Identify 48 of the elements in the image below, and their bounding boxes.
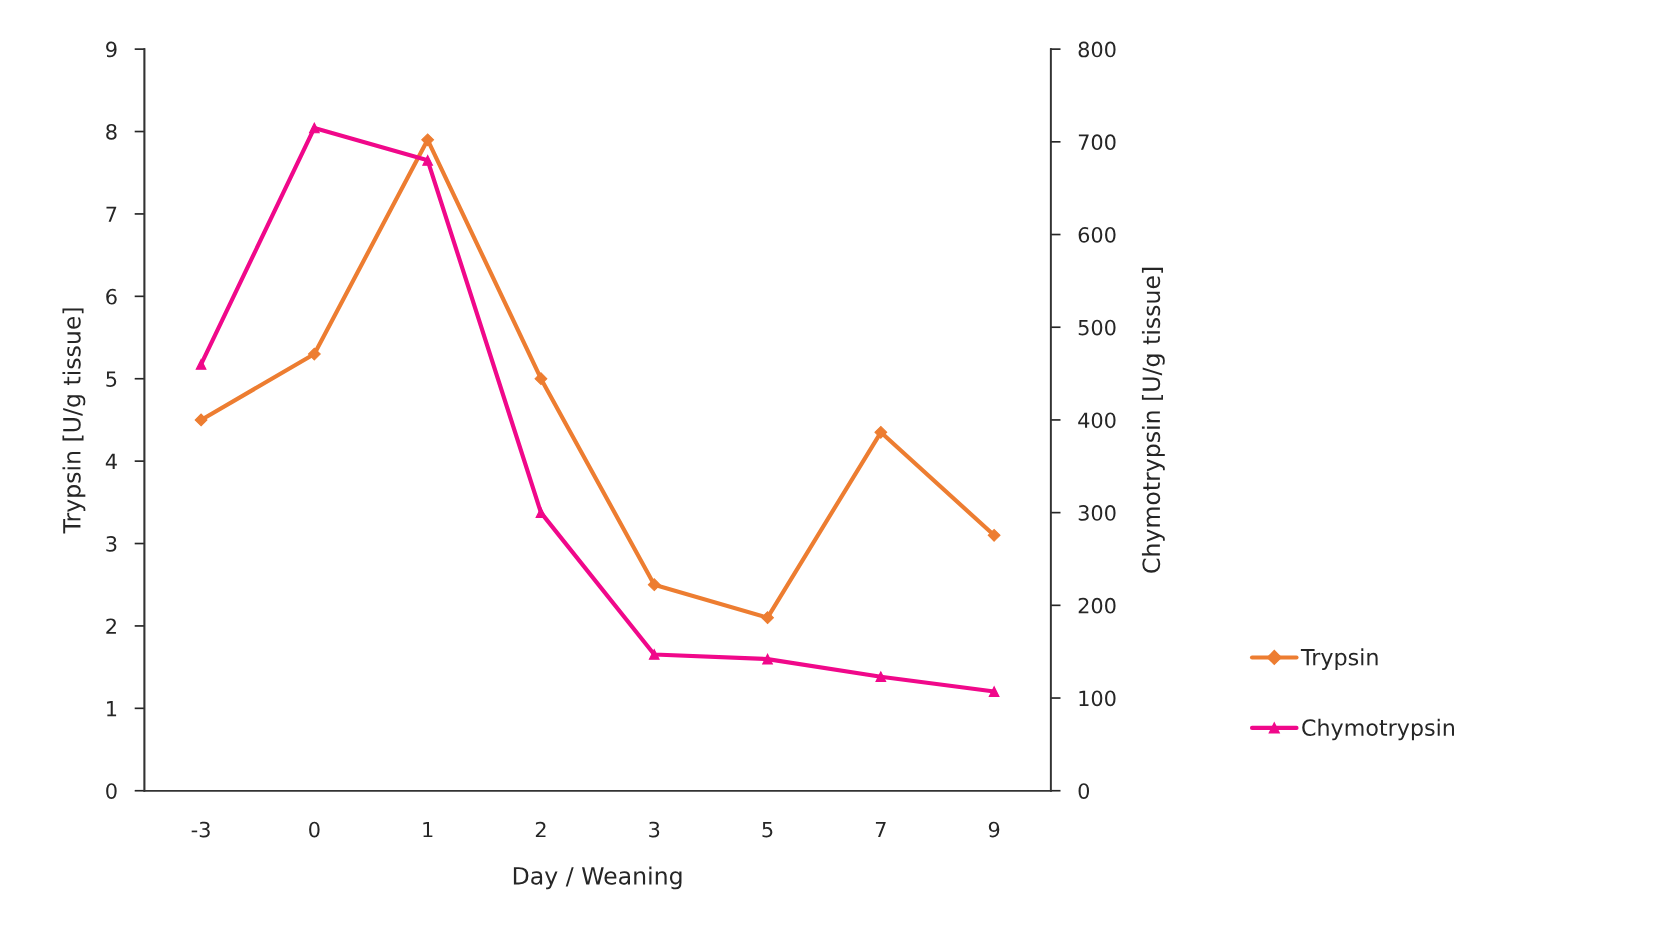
- x-tick-label: 1: [423, 821, 433, 838]
- x-tick-label: 3: [649, 821, 660, 838]
- point: [195, 358, 207, 370]
- y-tick-label: 1: [107, 701, 117, 717]
- point: [761, 611, 774, 625]
- x-tick-label: 2: [535, 821, 546, 838]
- y-tick-label: 6: [106, 288, 117, 305]
- point: [874, 425, 888, 439]
- y-tick-label: 5: [106, 371, 117, 387]
- x-tick-label: 7: [875, 821, 886, 838]
- y2-tick-label: 600: [1078, 226, 1116, 243]
- y2-tick-label: 0: [1078, 783, 1090, 799]
- y-tick-label: 2: [106, 618, 116, 634]
- point: [647, 578, 661, 592]
- point: [762, 653, 773, 665]
- point: [875, 671, 887, 683]
- y-tick-label: 8: [106, 123, 117, 140]
- y2-tick-label: 700: [1078, 134, 1116, 151]
- x-tick-label: -3: [191, 821, 210, 838]
- legend-label: Trypsin: [1300, 648, 1378, 670]
- point: [308, 122, 320, 134]
- point: [534, 372, 548, 386]
- point: [194, 413, 208, 427]
- point: [307, 347, 321, 361]
- y-tick-label: 4: [105, 453, 117, 470]
- y2-tick-label: 300: [1078, 505, 1116, 521]
- y2-tick-label: 100: [1079, 690, 1116, 707]
- point: [648, 649, 660, 660]
- point: [421, 133, 435, 147]
- legend-label: Chymotrypsin: [1302, 718, 1454, 741]
- x-tick-label: 9: [988, 821, 1000, 838]
- y-tick-label: 7: [106, 206, 117, 222]
- point: [422, 154, 434, 166]
- x-tick-label: 5: [762, 821, 773, 838]
- y2-tick-label: 800: [1078, 41, 1116, 58]
- y2-tick-label: 500: [1078, 319, 1116, 336]
- point: [988, 686, 1000, 697]
- y2-tick-label: 200: [1078, 597, 1116, 614]
- y2-axis-title: Chymotrypsin [U/g tissue]: [1141, 267, 1165, 573]
- x-axis-title: Day / Weaning: [513, 866, 682, 890]
- y-axis-title: Trypsin [U/g tissue]: [62, 308, 86, 534]
- point: [987, 528, 1001, 542]
- y-tick-label: 9: [106, 41, 117, 58]
- y-tick-label: 3: [106, 535, 117, 552]
- y2-tick-label: 400: [1078, 412, 1116, 429]
- x-tick-label: 0: [309, 821, 320, 838]
- y-tick-label: 0: [106, 783, 117, 799]
- point: [535, 507, 547, 519]
